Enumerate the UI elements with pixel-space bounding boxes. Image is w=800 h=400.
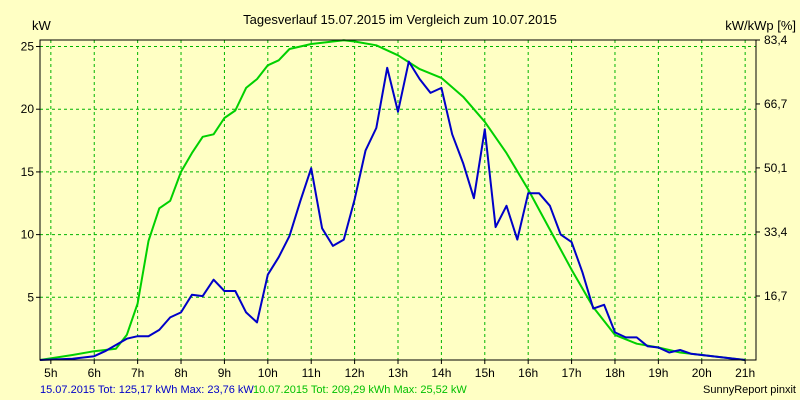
x-tick-label-11h: 11h xyxy=(302,366,321,380)
x-tick-label-10h: 10h xyxy=(258,366,278,380)
series-lines xyxy=(39,39,746,361)
y-tick-label-left-5: 5 xyxy=(27,290,34,304)
grid xyxy=(40,40,756,360)
x-tick-labels: 5h 6h 7h 8h 9h 10h 11h 12h 13h 14h 15h 16h 17h 18h 19h… xyxy=(44,360,755,380)
x-tick-label-12h: 12h xyxy=(345,366,365,380)
y-tick-label-left-25: 25 xyxy=(21,40,35,54)
y-tick-label-left-20: 20 xyxy=(21,102,35,116)
y-tick-label-left-15: 15 xyxy=(21,165,35,179)
footer-brand: SunnyReport pinxit xyxy=(703,384,796,396)
x-tick-label-14h: 14h xyxy=(431,366,451,380)
footer-series2-summary: 10.07.2015 Tot: 209,29 kWh Max: 25,52 kW xyxy=(253,384,467,396)
x-tick-label-7h: 7h xyxy=(131,366,144,380)
x-tick-label-21h: 21h xyxy=(735,366,755,380)
footer-series1-summary: 15.07.2015 Tot: 125,17 kWh Max: 23,76 kW xyxy=(40,384,254,396)
y-tick-label-right-50,1: 50,1 xyxy=(764,161,788,175)
y-tick-label-right-33,4: 33,4 xyxy=(764,225,788,239)
x-tick-label-6h: 6h xyxy=(88,366,101,380)
series-line-15.07.2015 xyxy=(39,60,746,361)
x-tick-label-20h: 20h xyxy=(692,366,712,380)
x-tick-label-5h: 5h xyxy=(44,366,57,380)
series-line-10.07.2015 xyxy=(39,39,746,361)
x-tick-label-16h: 16h xyxy=(518,366,538,380)
x-tick-label-17h: 17h xyxy=(562,366,582,380)
y-tick-labels-left: 5 10 15 20 25 xyxy=(21,40,40,304)
x-tick-label-9h: 9h xyxy=(218,366,231,380)
x-tick-label-18h: 18h xyxy=(605,366,625,380)
y-tick-label-right-66,7: 66,7 xyxy=(764,97,788,111)
y-tick-label-right-83,4: 83,4 xyxy=(764,33,788,47)
x-tick-label-15h: 15h xyxy=(475,366,495,380)
y-tick-labels-right: 16,7 33,4 50,1 66,7 83,4 xyxy=(756,33,788,303)
y-axis-label-left: kW xyxy=(32,18,52,33)
x-tick-label-19h: 19h xyxy=(648,366,668,380)
x-tick-label-13h: 13h xyxy=(388,366,408,380)
chart-title: Tagesverlauf 15.07.2015 im Vergleich zum… xyxy=(243,12,557,27)
y-tick-label-left-10: 10 xyxy=(21,228,35,242)
y-tick-label-right-16,7: 16,7 xyxy=(764,289,788,303)
x-tick-label-8h: 8h xyxy=(174,366,187,380)
y-axis-label-right: kW/kWp [%] xyxy=(725,18,796,33)
